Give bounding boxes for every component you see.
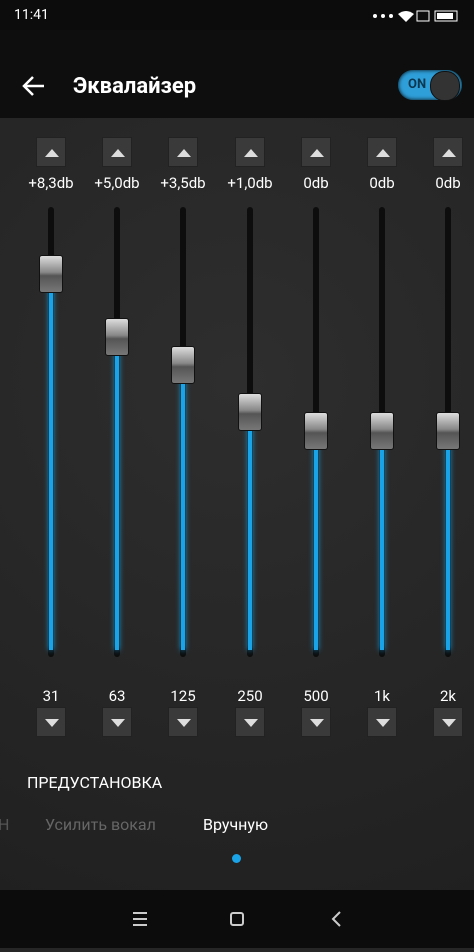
slider-thumb[interactable]: [39, 255, 63, 293]
preset-option[interactable]: Н: [0, 815, 10, 834]
gain-down-button[interactable]: [433, 707, 463, 737]
slider-level: [49, 274, 53, 650]
gain-up-button[interactable]: [168, 137, 198, 167]
slider-thumb[interactable]: [105, 318, 129, 356]
gain-label: 0db: [369, 174, 395, 192]
toggle-label: ON: [408, 77, 427, 92]
status-bar: 11:41: [0, 0, 474, 30]
gain-label: 0db: [435, 174, 461, 192]
slider-level: [181, 365, 185, 650]
gain-label: +3,5db: [160, 174, 206, 192]
gain-up-button[interactable]: [235, 137, 265, 167]
app-bar: Эквалайзер: [0, 30, 474, 118]
gain-label: +1,0db: [227, 174, 273, 192]
toggle-knob: [430, 71, 460, 101]
gain-down-button[interactable]: [367, 707, 397, 737]
screen-title: Эквалайзер: [73, 74, 197, 99]
status-time: 11:41: [14, 7, 49, 23]
slider-level: [446, 431, 450, 650]
gain-label: 0db: [303, 174, 329, 192]
preset-option[interactable]: Вручную: [203, 815, 268, 834]
gain-down-button[interactable]: [36, 707, 66, 737]
gain-down-button[interactable]: [235, 707, 265, 737]
slider-level: [115, 337, 119, 650]
gain-up-button[interactable]: [36, 137, 66, 167]
slider-thumb[interactable]: [238, 393, 262, 431]
power-toggle[interactable]: ON: [398, 70, 462, 101]
gain-down-button[interactable]: [102, 707, 132, 737]
gain-up-button[interactable]: [367, 137, 397, 167]
nav-icons: [133, 911, 341, 927]
frequency-label: 2k: [439, 687, 457, 705]
slider-thumb[interactable]: [436, 412, 460, 450]
slider-level: [380, 431, 384, 650]
frequency-label: 63: [108, 687, 126, 705]
frequency-label: 250: [237, 687, 263, 705]
gain-up-button[interactable]: [102, 137, 132, 167]
gain-down-button[interactable]: [301, 707, 331, 737]
frequency-label: 1k: [373, 687, 391, 705]
slider-thumb[interactable]: [171, 346, 195, 384]
frequency-label: 500: [303, 687, 329, 705]
slider-thumb[interactable]: [304, 412, 328, 450]
slider-level: [248, 412, 252, 650]
preset-option[interactable]: Усилить вокал: [45, 815, 156, 834]
page-indicator: [232, 854, 241, 863]
gain-down-button[interactable]: [168, 707, 198, 737]
frequency-label: 125: [170, 687, 196, 705]
slider-level: [314, 431, 318, 650]
back-button[interactable]: [22, 74, 46, 98]
gain-up-button[interactable]: [433, 137, 463, 167]
navigation-bar: [0, 890, 474, 948]
status-icons: [373, 10, 458, 22]
frequency-label: 31: [42, 687, 60, 705]
preset-title: ПРЕДУСТАНОВКА: [27, 773, 163, 792]
gain-label: +8,3db: [28, 174, 74, 192]
slider-thumb[interactable]: [370, 412, 394, 450]
gain-label: +5,0db: [94, 174, 140, 192]
gain-up-button[interactable]: [301, 137, 331, 167]
